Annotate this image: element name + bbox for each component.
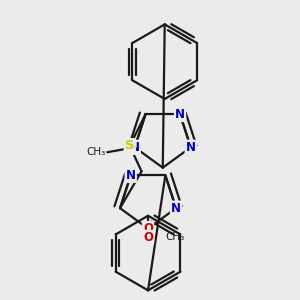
Text: CH₃: CH₃ xyxy=(86,147,105,157)
Text: O: O xyxy=(143,222,153,235)
Text: CH₃: CH₃ xyxy=(166,232,185,242)
Text: N: N xyxy=(171,202,181,215)
Text: O: O xyxy=(143,231,153,244)
Text: N: N xyxy=(130,141,140,154)
Text: N: N xyxy=(186,141,196,154)
Text: N: N xyxy=(126,169,136,182)
Text: S: S xyxy=(125,139,135,152)
Text: N: N xyxy=(175,108,185,121)
